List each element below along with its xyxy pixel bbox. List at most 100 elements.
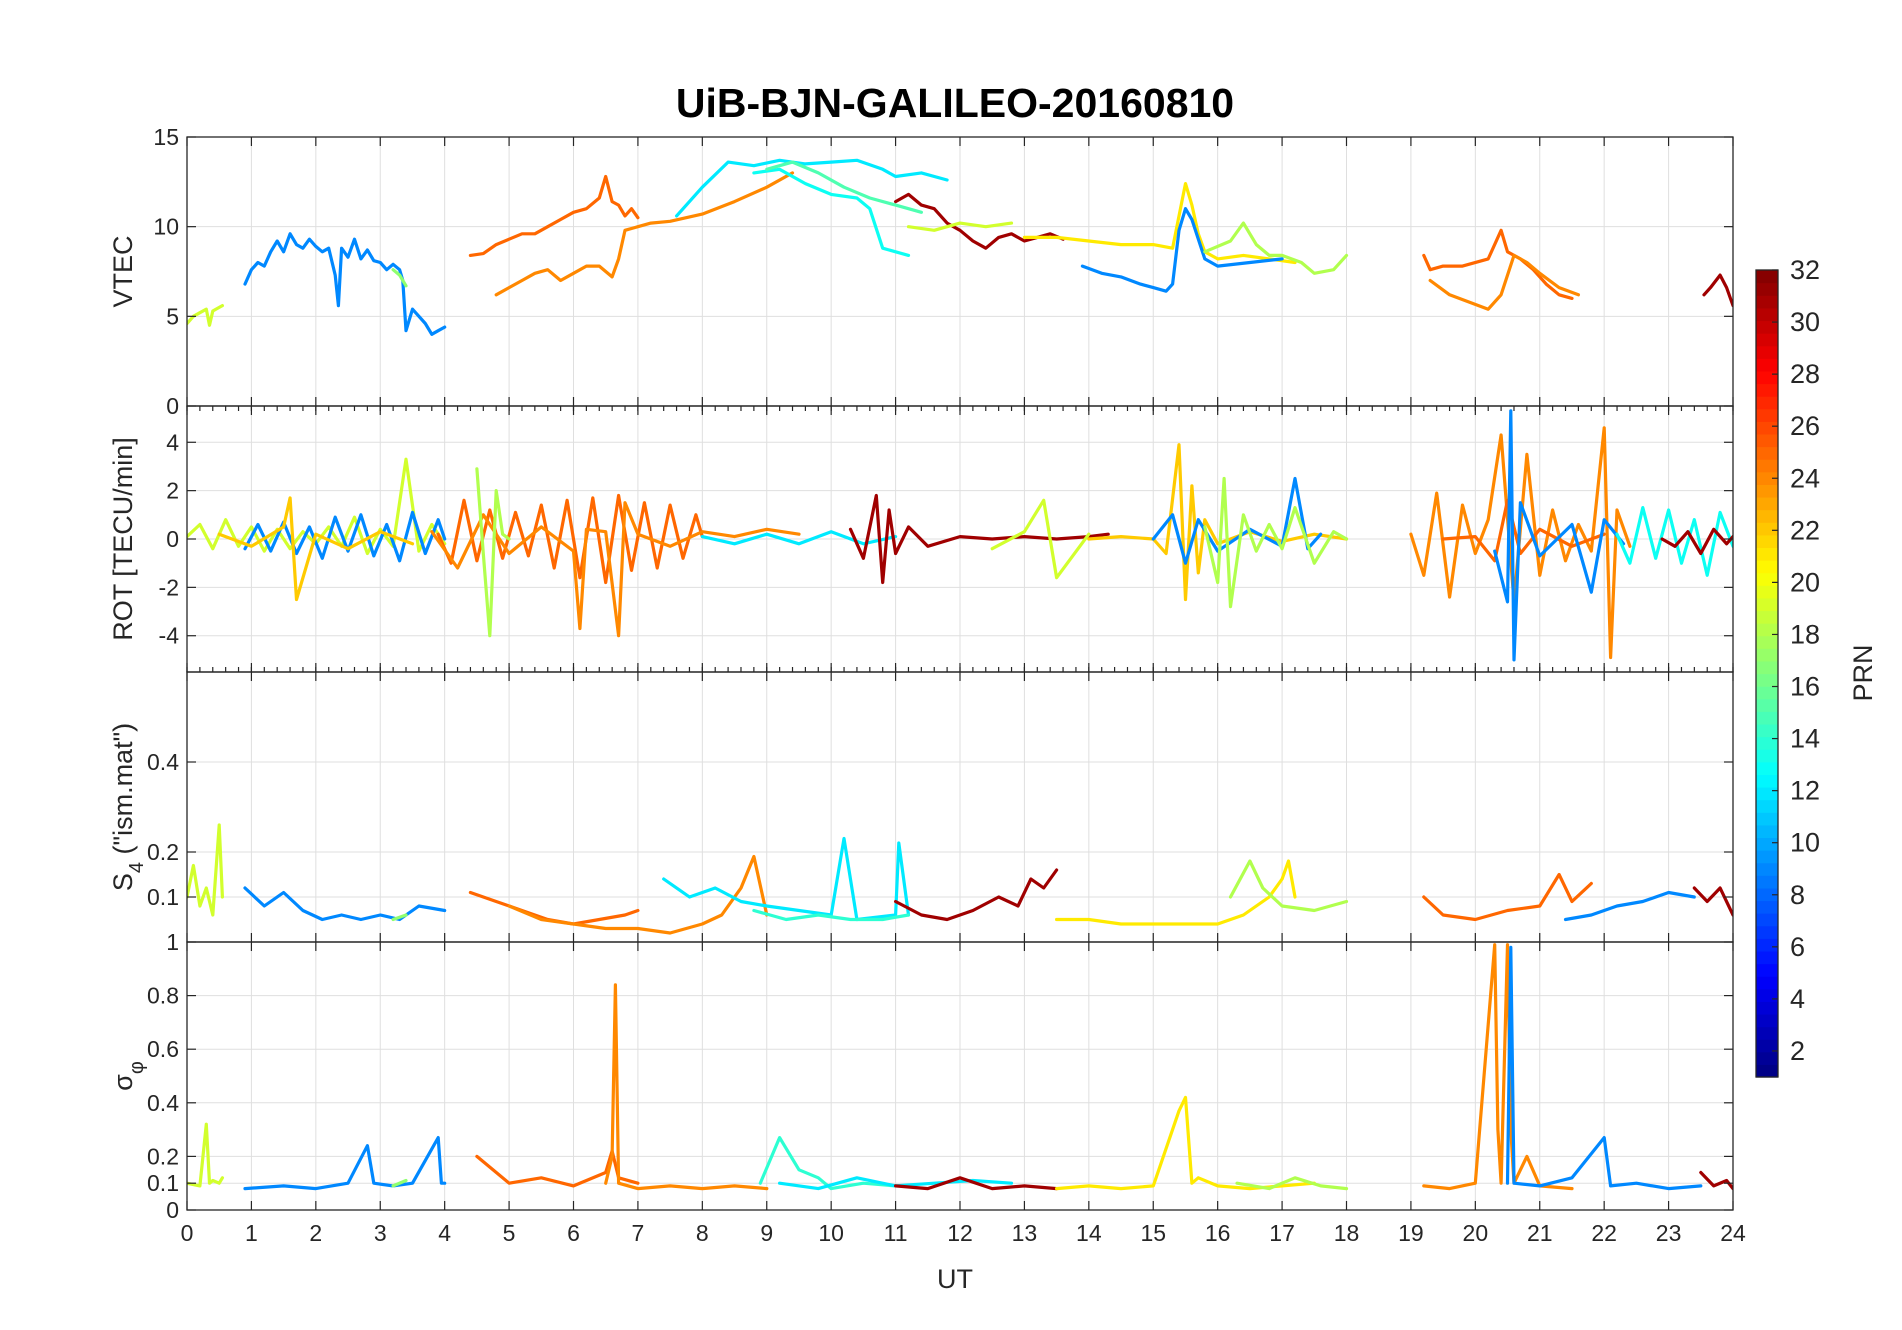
- colorbar-tick-label: 20: [1790, 567, 1820, 597]
- x-tick-label: 15: [1140, 1220, 1166, 1246]
- colorbar-segment: [1756, 459, 1778, 473]
- series-line-prn-31: [1692, 886, 1733, 917]
- x-tick-label: 22: [1591, 1220, 1617, 1246]
- x-tick-label: 3: [374, 1220, 387, 1246]
- colorbar-segment: [1756, 812, 1778, 826]
- colorbar-segment: [1756, 560, 1778, 574]
- series-group: [187, 409, 1733, 662]
- colorbar-tick-label: 4: [1790, 984, 1805, 1014]
- x-tick-label: 4: [438, 1220, 451, 1246]
- series-line-prn-31: [1702, 273, 1733, 308]
- colorbar-segment: [1756, 799, 1778, 813]
- series-line-prn-31: [893, 868, 1059, 922]
- colorbar-tick-label: 6: [1790, 932, 1805, 962]
- colorbar-tick-label: 12: [1790, 776, 1820, 806]
- series-line-prn-19: [187, 823, 224, 917]
- colorbar-tick-label: 22: [1790, 515, 1820, 545]
- colorbar-tick-label: 24: [1790, 463, 1820, 493]
- x-tick-label: 17: [1269, 1220, 1295, 1246]
- colorbar-tick-label: 10: [1790, 828, 1820, 858]
- colorbar-segment: [1756, 509, 1778, 523]
- colorbar-segment: [1756, 875, 1778, 889]
- colorbar-label: PRN: [1848, 644, 1878, 701]
- series-line-prn-25: [468, 174, 640, 257]
- colorbar-segment: [1756, 963, 1778, 977]
- series-line-prn-31: [1699, 1170, 1733, 1191]
- colorbar-segment: [1756, 1001, 1778, 1015]
- colorbar-segment: [1756, 900, 1778, 914]
- colorbar-tick-label: 8: [1790, 880, 1805, 910]
- colorbar-segment: [1756, 433, 1778, 448]
- x-tick-label: 0: [181, 1220, 194, 1246]
- colorbar-segment: [1756, 824, 1778, 839]
- colorbar-segment: [1756, 522, 1778, 536]
- y-tick-label: 15: [153, 124, 179, 150]
- y-axis-label: σφ: [108, 1061, 148, 1091]
- colorbar-segment: [1756, 1013, 1778, 1028]
- series-line-prn-18: [475, 467, 511, 638]
- colorbar-segment: [1756, 295, 1778, 309]
- series-line-prn-24: [1422, 943, 1574, 1191]
- y-tick-label: 5: [166, 303, 179, 329]
- colorbar-segment: [1756, 370, 1778, 385]
- y-tick-label: 0.8: [147, 983, 179, 1009]
- series-line-prn-17: [391, 268, 408, 288]
- series-line-prn-25: [1422, 228, 1574, 300]
- panel-s4: 0.10.20.4S4 ("ism.mat"): [108, 671, 1734, 943]
- panel-rot: -4 -2 0 2 4 ROT [TECU/min]: [108, 405, 1734, 673]
- x-tick-label: 12: [947, 1220, 973, 1246]
- colorbar-segment: [1756, 1026, 1778, 1040]
- colorbar-tick-label: 30: [1790, 307, 1820, 337]
- colorbar-segment: [1756, 749, 1778, 763]
- series-line-prn-13: [1615, 506, 1733, 577]
- y-tick-label: 2: [166, 478, 179, 504]
- x-tick-label: 14: [1076, 1220, 1102, 1246]
- series-line-prn-9: [243, 232, 447, 336]
- colorbar-segment: [1756, 837, 1778, 851]
- colorbar-segment: [1756, 534, 1778, 549]
- colorbar-segment: [1756, 938, 1778, 952]
- colorbar-segment: [1756, 1064, 1778, 1078]
- series-line-prn-9: [1080, 207, 1284, 293]
- series-line-prn-24: [430, 501, 801, 638]
- series-line-prn-13: [752, 167, 911, 257]
- y-tick-label: 0: [166, 526, 179, 552]
- x-tick-label: 8: [696, 1220, 709, 1246]
- x-tick-label: 13: [1012, 1220, 1038, 1246]
- colorbar-segment: [1756, 320, 1778, 334]
- colorbar-segment: [1756, 761, 1778, 775]
- colorbar-segment: [1756, 774, 1778, 788]
- colorbar-segment: [1756, 698, 1778, 712]
- y-tick-label: 0.2: [147, 839, 179, 865]
- series-line-prn-19: [906, 221, 1014, 232]
- chart-title: UiB-BJN-GALILEO-20160810: [676, 80, 1234, 126]
- x-tick-label: 9: [760, 1220, 773, 1246]
- series-line-prn-25: [1422, 872, 1593, 922]
- colorbar-tick-label: 2: [1790, 1036, 1805, 1066]
- colorbar-segment: [1756, 345, 1778, 359]
- y-tick-label: 0.2: [147, 1143, 179, 1169]
- colorbar-frame: [1755, 269, 1779, 1078]
- x-tick-label: 7: [632, 1220, 645, 1246]
- series-line-prn-18: [1235, 1176, 1349, 1191]
- series-line-prn-19: [187, 304, 224, 327]
- y-axis-label-subscript: φ: [126, 1061, 148, 1074]
- colorbar-segment: [1756, 887, 1778, 902]
- y-tick-label: 10: [153, 214, 179, 240]
- colorbar-segment: [1756, 358, 1778, 372]
- series-line-prn-24: [494, 171, 795, 297]
- x-axis: 0 1 2 3 4 5 6 7 8 9 10 11 12 13 14 15 16 17 18 19 20 21 22 23 24: [181, 1220, 1746, 1246]
- series-line-prn-14: [752, 908, 911, 922]
- colorbar-segment: [1756, 913, 1778, 927]
- colorbar-segment: [1756, 484, 1778, 498]
- series-line-prn-15: [765, 160, 924, 214]
- y-tick-label: 0.4: [147, 749, 179, 775]
- y-tick-label: 0.1: [147, 1170, 179, 1196]
- y-tick-label: 4: [166, 429, 179, 455]
- colorbar-segment: [1756, 686, 1778, 700]
- colorbar-segment: [1756, 597, 1778, 612]
- series-line-prn-21: [1054, 859, 1297, 926]
- y-axis-label: S4 ("ism.mat"): [108, 723, 148, 891]
